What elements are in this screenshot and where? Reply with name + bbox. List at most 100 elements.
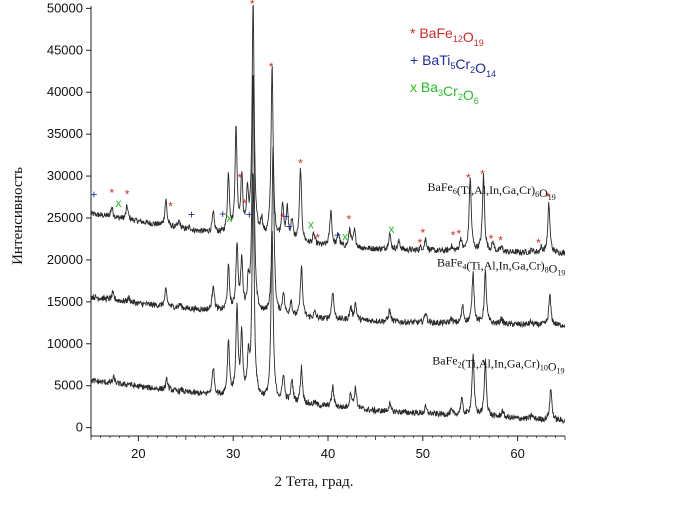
phase-marker: *	[250, 0, 255, 11]
subscript: 6	[474, 96, 479, 106]
sample-label-2: BaFe4(Ti,Al,In,Ga,Cr)8O19	[437, 256, 565, 278]
phase-marker: x	[226, 211, 232, 225]
y-tick-label: 35000	[47, 126, 83, 141]
phase-marker: *	[125, 188, 130, 202]
phase-marker: *	[110, 186, 115, 200]
label-text: (Ti,Al,In,Ga,Cr)	[466, 259, 544, 273]
phase-marker: *	[451, 229, 456, 243]
subscript: 12	[453, 34, 463, 44]
subscript: 19	[557, 367, 565, 376]
x-tick-label: 20	[131, 446, 145, 461]
phase-marker: x	[308, 218, 314, 232]
subscript: 5	[450, 61, 455, 71]
sample-labels-layer: BaFe6(Ti,Al,In,Ga,Cr)6O19BaFe4(Ti,Al,In,…	[428, 180, 566, 376]
phase-marker: x	[115, 196, 121, 210]
legend-text: O	[463, 29, 474, 45]
phase-marker: +	[283, 209, 290, 223]
y-tick-label: 45000	[47, 42, 83, 57]
phase-marker: +	[219, 207, 226, 221]
y-tick-label: 30000	[47, 168, 83, 183]
phase-marker: *	[280, 211, 285, 225]
legend-symbol: x	[410, 79, 421, 95]
diffraction-pattern-3	[91, 172, 565, 425]
label-text: BaFe	[437, 256, 462, 270]
y-tick-label: 25000	[47, 210, 83, 225]
phase-marker: +	[90, 188, 97, 202]
subscript: 19	[557, 269, 565, 278]
y-tick-label: 20000	[47, 252, 83, 267]
diffraction-pattern-1	[91, 5, 565, 257]
phase-marker: +	[286, 219, 293, 233]
phase-marker: *	[498, 234, 503, 248]
label-text: O	[548, 360, 557, 374]
x-tick-label: 50	[416, 446, 430, 461]
legend-text: BaTi	[422, 52, 450, 68]
phase-marker: *	[456, 227, 461, 241]
phase-marker: +	[188, 208, 195, 222]
phase-marker: *	[242, 197, 247, 211]
subscript: 2	[458, 92, 463, 102]
legend-text: O	[475, 60, 486, 76]
subscript: 10	[540, 364, 548, 373]
subscript: 6	[453, 187, 457, 196]
subscript: 2	[470, 65, 475, 75]
phase-marker: *	[489, 232, 494, 246]
legend-text: Cr	[443, 83, 458, 99]
phase-marker-layer: + * *x *+ + x**+***++*x* + x*x** * ** ** * **	[90, 0, 550, 250]
label-text: (Ti,Al,In,Ga,Cr)	[457, 183, 535, 197]
phase-marker: +	[334, 228, 341, 242]
phase-marker: +	[246, 208, 253, 222]
label-text: O	[549, 262, 558, 276]
phase-marker: *	[269, 60, 274, 74]
phase-marker: *	[546, 190, 551, 204]
legend-entry-3: x Ba3Cr2O6	[410, 79, 479, 106]
y-tick-label: 15000	[47, 294, 83, 309]
legend-entry-1: * BaFe12O19	[410, 25, 484, 48]
phase-marker: *	[466, 171, 471, 185]
phase-marker: *	[480, 167, 485, 181]
series-layer	[91, 5, 565, 425]
phase-marker: *	[298, 157, 303, 171]
phase-marker: *	[315, 231, 320, 245]
y-tick-label: 50000	[47, 0, 83, 15]
phase-marker: *	[420, 226, 425, 240]
phase-marker: *	[347, 213, 352, 227]
y-tick-label: 10000	[47, 336, 83, 351]
legend-text: Cr	[455, 56, 470, 72]
y-tick-label: 0	[76, 420, 83, 435]
phase-marker: *	[418, 236, 423, 250]
subscript: 4	[462, 263, 466, 272]
phase-marker: *	[536, 236, 541, 250]
phase-marker: x	[389, 222, 395, 236]
label-text: O	[539, 186, 548, 200]
x-tick-label: 30	[226, 446, 240, 461]
label-text: BaFe	[432, 354, 457, 368]
subscript: 8	[545, 266, 549, 275]
phase-marker: *	[238, 171, 243, 185]
axes-layer: 0 5000 10000 15000 20000 25000 30000 35000 40000…	[47, 0, 566, 461]
x-tick-label: 60	[510, 446, 524, 461]
subscript: 19	[474, 38, 484, 48]
label-text: (Ti,Al,In,Ga,Cr)	[462, 357, 540, 371]
subscript: 19	[548, 193, 556, 202]
legend-symbol: +	[410, 52, 422, 68]
y-tick-label: 5000	[54, 378, 83, 393]
x-axis-label: 2 Тета, град.	[274, 474, 353, 490]
x-tick-label: 40	[321, 446, 335, 461]
legend-text: O	[463, 87, 474, 103]
legend-symbol: *	[410, 25, 419, 41]
y-tick-label: 40000	[47, 84, 83, 99]
phase-marker: x	[342, 229, 348, 243]
phase-marker: *	[168, 199, 173, 213]
diffraction-pattern-2	[91, 74, 565, 329]
subscript: 2	[458, 361, 462, 370]
subscript: 3	[438, 88, 443, 98]
legend-text: BaFe	[419, 25, 453, 41]
sample-label-3: BaFe2(Ti,Al,In,Ga,Cr)10O19	[432, 354, 564, 376]
subscript: 14	[486, 69, 496, 79]
legend-text: Ba	[421, 79, 438, 95]
y-axis-label: Интенсивность	[10, 167, 26, 265]
